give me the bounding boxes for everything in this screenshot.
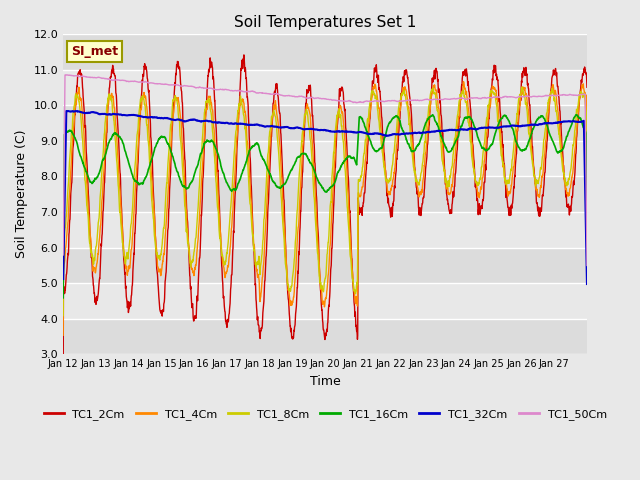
TC1_2Cm — [568, 193, 576, 199]
TC1_16Cm — [568, 121, 575, 127]
Line: TC1_8Cm: TC1_8Cm — [63, 87, 587, 315]
TC1_32Cm — [472, 126, 480, 132]
TC1_4Cm — [60, 333, 67, 338]
TC1_32Cm — [86, 110, 94, 116]
TC1_2Cm — [240, 52, 248, 58]
Bar — [63, 176, 587, 212]
TC1_2Cm — [583, 84, 591, 90]
TC1_2Cm — [314, 232, 322, 238]
TC1_50Cm — [568, 92, 575, 98]
Title: Soil Temperatures Set 1: Soil Temperatures Set 1 — [234, 15, 416, 30]
Bar — [63, 283, 587, 319]
TC1_2Cm — [86, 232, 93, 238]
TC1_50Cm — [314, 95, 322, 101]
X-axis label: Time: Time — [310, 375, 340, 388]
TC1_8Cm — [568, 155, 576, 160]
Bar — [63, 105, 587, 141]
TC1_4Cm — [568, 174, 576, 180]
Bar — [63, 212, 587, 248]
TC1_8Cm — [314, 251, 322, 257]
TC1_16Cm — [314, 177, 322, 183]
TC1_50Cm — [583, 263, 591, 268]
TC1_4Cm — [583, 219, 591, 225]
Bar — [63, 34, 587, 70]
TC1_2Cm — [300, 133, 308, 139]
Y-axis label: Soil Temperature (C): Soil Temperature (C) — [15, 130, 28, 258]
Line: TC1_4Cm: TC1_4Cm — [63, 82, 587, 336]
TC1_50Cm — [60, 252, 67, 258]
TC1_8Cm — [300, 118, 308, 124]
TC1_4Cm — [86, 229, 93, 235]
Line: TC1_50Cm: TC1_50Cm — [63, 75, 587, 265]
TC1_4Cm — [568, 174, 575, 180]
TC1_50Cm — [568, 92, 576, 98]
TC1_2Cm — [472, 179, 480, 184]
TC1_50Cm — [472, 95, 480, 101]
TC1_8Cm — [568, 157, 575, 163]
TC1_32Cm — [60, 276, 67, 282]
TC1_4Cm — [460, 79, 467, 84]
Bar — [63, 319, 587, 354]
TC1_16Cm — [568, 120, 576, 126]
TC1_2Cm — [568, 195, 575, 201]
TC1_50Cm — [63, 72, 70, 78]
TC1_16Cm — [300, 151, 308, 156]
TC1_16Cm — [429, 112, 436, 118]
TC1_32Cm — [568, 119, 576, 124]
TC1_16Cm — [60, 295, 67, 300]
TC1_8Cm — [86, 240, 93, 246]
TC1_4Cm — [472, 180, 480, 185]
TC1_32Cm — [568, 119, 575, 124]
TC1_32Cm — [583, 281, 591, 287]
Legend: TC1_2Cm, TC1_4Cm, TC1_8Cm, TC1_16Cm, TC1_32Cm, TC1_50Cm: TC1_2Cm, TC1_4Cm, TC1_8Cm, TC1_16Cm, TC1… — [39, 405, 611, 424]
TC1_8Cm — [518, 84, 525, 90]
TC1_50Cm — [300, 94, 308, 100]
TC1_50Cm — [86, 74, 94, 80]
Line: TC1_16Cm: TC1_16Cm — [63, 115, 587, 298]
TC1_4Cm — [300, 122, 308, 128]
TC1_32Cm — [314, 127, 322, 133]
TC1_32Cm — [63, 108, 70, 114]
TC1_4Cm — [314, 241, 322, 247]
TC1_16Cm — [86, 179, 93, 184]
TC1_8Cm — [472, 179, 479, 184]
TC1_16Cm — [472, 128, 480, 133]
TC1_2Cm — [60, 372, 67, 378]
Text: SI_met: SI_met — [71, 45, 118, 58]
TC1_8Cm — [583, 228, 591, 233]
TC1_8Cm — [60, 312, 67, 318]
Line: TC1_32Cm: TC1_32Cm — [63, 111, 587, 284]
Bar — [63, 141, 587, 176]
TC1_16Cm — [583, 263, 591, 268]
Line: TC1_2Cm: TC1_2Cm — [63, 55, 587, 375]
Bar — [63, 70, 587, 105]
Bar — [63, 248, 587, 283]
TC1_32Cm — [300, 126, 308, 132]
